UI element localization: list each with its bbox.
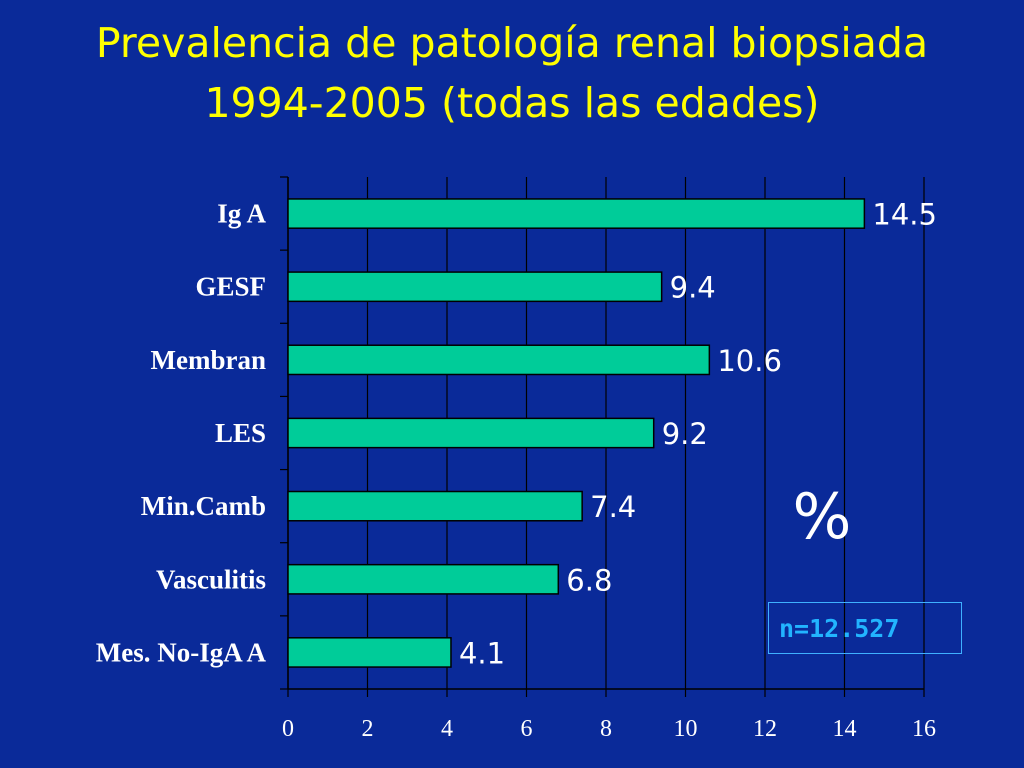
bar	[287, 198, 866, 229]
x-tick-label: 16	[912, 716, 936, 742]
title-line-2: 1994-2005 (todas las edades)	[204, 79, 820, 127]
title-line-1: Prevalencia de patología renal biopsiada	[95, 19, 929, 67]
data-label: 9.2	[662, 417, 708, 451]
x-tick-label: 14	[833, 716, 857, 742]
category-label: LES	[215, 418, 266, 448]
data-label: 6.8	[566, 563, 612, 597]
category-label: Ig A	[217, 199, 266, 229]
category-label: Membran	[151, 345, 266, 375]
bar	[287, 271, 663, 303]
sample-size-note: n=12.527	[768, 602, 962, 654]
x-tick-label: 4	[441, 716, 453, 742]
data-label: 7.4	[590, 490, 636, 524]
x-tick-label: 8	[600, 716, 612, 742]
x-tick-label: 2	[362, 716, 374, 742]
unit-label: %	[793, 480, 852, 553]
category-label: GESF	[195, 272, 266, 302]
category-label: Mes. No-IgA A	[96, 637, 267, 667]
bar	[287, 637, 452, 668]
category-label: Min.Camb	[141, 491, 266, 521]
x-tick-label: 12	[753, 716, 777, 742]
bar	[287, 344, 711, 376]
x-tick-label: 0	[282, 716, 294, 742]
bar	[287, 490, 583, 522]
x-tick-label: 10	[674, 716, 698, 742]
data-label: 14.5	[872, 198, 937, 232]
data-label: 10.6	[717, 344, 782, 378]
data-label: 9.4	[670, 271, 716, 305]
category-label: Vasculitis	[156, 564, 266, 594]
bar	[287, 563, 560, 595]
bar	[287, 417, 655, 449]
data-label: 4.1	[459, 636, 505, 670]
x-tick-label: 6	[521, 716, 533, 742]
